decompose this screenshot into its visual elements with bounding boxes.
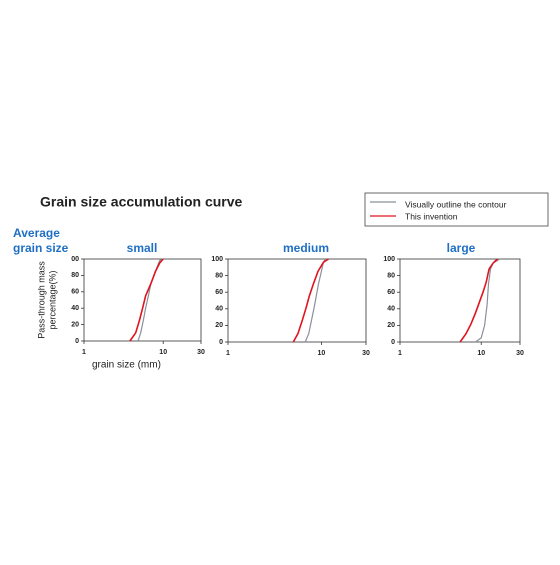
y-axis-label: percentage(%) [47, 270, 57, 329]
y-tick-label: 80 [71, 272, 79, 279]
chart-title: large [447, 241, 476, 255]
x-axis-label: grain size (mm) [92, 360, 161, 371]
x-tick-label: 10 [477, 350, 485, 357]
legend-label: This invention [405, 211, 458, 221]
x-tick-label: 1 [226, 350, 230, 357]
y-tick-label: 60 [71, 289, 79, 296]
series-line [292, 258, 329, 343]
y-tick-label: 40 [215, 306, 223, 313]
plot-frame [399, 258, 521, 343]
y-tick-label: 40 [387, 306, 395, 313]
x-tick-label: 30 [197, 349, 205, 356]
y-tick-label: 0 [219, 339, 223, 346]
series-line [129, 258, 164, 342]
x-tick-label: 30 [516, 350, 524, 357]
x-tick-label: 10 [159, 349, 167, 356]
y-tick-label: 20 [387, 322, 395, 329]
figure-title: Grain size accumulation curve [40, 194, 243, 210]
chart-title: small [127, 241, 158, 255]
legend-label: Visually outline the contour [405, 199, 507, 209]
y-tick-label: 0 [75, 338, 79, 345]
y-tick-label: 60 [387, 289, 395, 296]
plot-frame [227, 258, 367, 343]
x-tick-label: 1 [82, 349, 86, 356]
x-tick-label: 10 [318, 350, 326, 357]
y-tick-label: 60 [215, 289, 223, 296]
y-tick-label: 80 [387, 272, 395, 279]
y-axis-label: Pass-through mass [36, 261, 46, 339]
series-line [459, 258, 498, 343]
series-line [304, 258, 326, 343]
y-tick-label: 00 [71, 256, 79, 263]
x-tick-label: 1 [398, 350, 402, 357]
y-tick-label: 100 [211, 256, 223, 263]
chart-title: medium [283, 241, 329, 255]
y-tick-label: 20 [215, 322, 223, 329]
y-tick-label: 80 [215, 272, 223, 279]
x-tick-label: 30 [362, 350, 370, 357]
plot-frame [83, 258, 202, 342]
legend-box [364, 192, 549, 227]
row-label: Average [13, 226, 60, 240]
y-tick-label: 40 [71, 305, 79, 312]
y-tick-label: 20 [71, 321, 79, 328]
series-line [137, 258, 164, 342]
y-tick-label: 100 [383, 256, 395, 263]
row-label: grain size [13, 241, 69, 255]
y-tick-label: 0 [391, 339, 395, 346]
